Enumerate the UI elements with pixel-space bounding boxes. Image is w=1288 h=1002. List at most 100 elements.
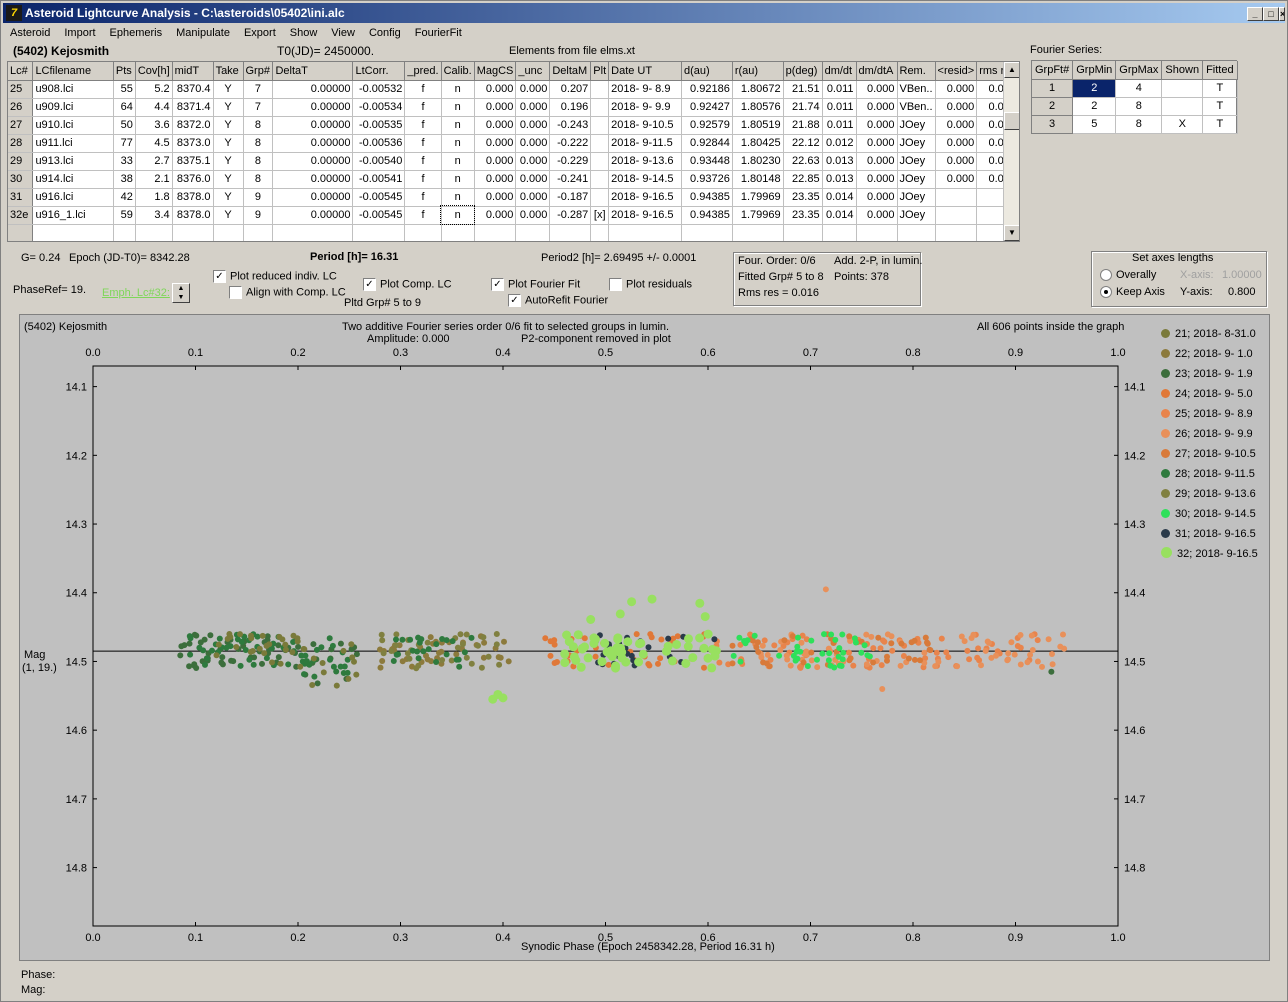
table-cell[interactable]: n	[441, 116, 475, 135]
table-cell[interactable]: n	[441, 170, 475, 189]
table-cell[interactable]: 1.80519	[732, 116, 784, 135]
table-cell[interactable]	[590, 116, 610, 135]
table-cell[interactable]: 0.000	[935, 80, 978, 99]
table-cell[interactable]: f	[404, 116, 442, 135]
table-cell[interactable]: 0.00000	[272, 188, 354, 207]
table-cell[interactable]: 1.80148	[732, 170, 784, 189]
plot-canvas[interactable]: 0.0 0.0 0.1 0.1 0.2 0.2 0.3 0.3 0.4 0.4 0.5 0.5 0.6 0…	[20, 315, 1271, 962]
table-cell[interactable]: 0.000	[856, 170, 898, 189]
scroll-up-icon[interactable]: ▲	[1004, 62, 1019, 78]
table-cell[interactable]: 21.74	[783, 98, 823, 117]
autorefit-checkbox[interactable]: ✓ AutoRefit Fourier	[508, 294, 608, 307]
table-cell[interactable]: JOey	[897, 170, 936, 189]
table-cell[interactable]: -0.00534	[352, 98, 406, 117]
table-cell[interactable]: 0.000	[856, 188, 898, 207]
table-cell[interactable]: u913.lci	[32, 152, 114, 171]
plot-resid-box[interactable]	[609, 278, 622, 291]
table-cell[interactable]: 8	[243, 170, 274, 189]
table-cell[interactable]: 0.196	[549, 98, 592, 117]
table-cell[interactable]: Y	[213, 116, 244, 135]
table-cell[interactable]: 0.000	[515, 152, 551, 171]
table-cell[interactable]: 0.92844	[681, 134, 733, 153]
table-cell[interactable]: 21.88	[783, 116, 823, 135]
table-scrollbar[interactable]: ▲ ▼	[1003, 62, 1019, 241]
table-cell[interactable]: 59	[113, 206, 136, 225]
lightcurve-plot[interactable]: 0.0 0.0 0.1 0.1 0.2 0.2 0.3 0.3 0.4 0.4 0.5 0.5 0.6 0…	[19, 314, 1270, 961]
table-cell[interactable]: 1.80576	[732, 98, 784, 117]
table-cell[interactable]: -0.00545	[352, 188, 406, 207]
menu-config[interactable]: Config	[368, 27, 401, 39]
table-cell[interactable]: 0.000	[935, 98, 978, 117]
table-cell[interactable]: VBen..	[897, 80, 936, 99]
table-cell[interactable]: 27	[8, 116, 34, 135]
table-cell[interactable]: 0.92186	[681, 80, 733, 99]
table-cell[interactable]: u910.lci	[32, 116, 114, 135]
table-cell[interactable]: 2018- 9-11.5	[608, 134, 682, 153]
col-header[interactable]: Cov[h]	[135, 62, 173, 81]
table-cell[interactable]: -0.00541	[352, 170, 406, 189]
table-cell[interactable]: JOey	[897, 152, 936, 171]
table-cell[interactable]: -0.00536	[352, 134, 406, 153]
plot-reduced-checkbox[interactable]: ✓ Plot reduced indiv. LC	[213, 270, 337, 283]
table-cell[interactable]: 5.2	[135, 80, 173, 99]
table-cell[interactable]: 8	[243, 152, 274, 171]
table-cell[interactable]: 0.000	[515, 170, 551, 189]
table-cell[interactable]: f	[404, 188, 442, 207]
table-cell[interactable]: 1.79969	[732, 188, 784, 207]
table-cell[interactable]: u916_1.lci	[32, 206, 114, 225]
table-cell[interactable]: f	[404, 98, 442, 117]
table-row[interactable]: 30 u914.lci 38 2.1 8376.0 Y 8 0.00000 -0.00541 f n…	[8, 170, 1019, 189]
fourier-cell[interactable]: T	[1202, 97, 1238, 116]
table-cell[interactable]: JOey	[897, 188, 936, 207]
table-cell[interactable]: 0.000	[515, 134, 551, 153]
table-cell[interactable]: 23.35	[783, 188, 823, 207]
table-cell[interactable]: Y	[213, 80, 244, 99]
table-row[interactable]: 31 u916.lci 42 1.8 8378.0 Y 9 0.00000 -0.00545 f n…	[8, 188, 1019, 207]
table-cell[interactable]: n	[441, 152, 475, 171]
fourier-cell[interactable]	[1161, 97, 1204, 116]
table-cell[interactable]: 0.000	[856, 152, 898, 171]
table-cell[interactable]	[590, 80, 610, 99]
col-header[interactable]: d(au)	[681, 62, 733, 81]
maximize-button[interactable]: □	[1263, 7, 1279, 21]
table-cell[interactable]: 0.00000	[272, 98, 354, 117]
align-comp-checkbox[interactable]: Align with Comp. LC	[229, 286, 346, 299]
fourier-cell[interactable]: 3	[1032, 115, 1074, 134]
lightcurve-table[interactable]: Lc# LCfilename Pts Cov[h] midT Take Grp# DeltaT…	[7, 61, 1020, 242]
col-header[interactable]: <resid>	[935, 62, 978, 81]
table-cell[interactable]: 0.00000	[272, 116, 354, 135]
menu-ephemeris[interactable]: Ephemeris	[109, 27, 163, 39]
table-cell[interactable]: 7	[243, 80, 274, 99]
table-cell[interactable]: 29	[8, 152, 34, 171]
table-cell[interactable]	[935, 206, 978, 225]
table-cell[interactable]: 8370.4	[172, 80, 214, 99]
overally-radio[interactable]: Overally	[1100, 269, 1156, 282]
col-header[interactable]: r(au)	[732, 62, 784, 81]
table-cell[interactable]: 8378.0	[172, 188, 214, 207]
table-cell[interactable]: n	[441, 80, 475, 99]
table-cell[interactable]: 0.012	[822, 134, 857, 153]
col-header[interactable]: _unc	[515, 62, 551, 81]
table-cell[interactable]: -0.00545	[352, 206, 406, 225]
table-cell[interactable]: 0.013	[822, 152, 857, 171]
menu-export[interactable]: Export	[243, 27, 276, 39]
table-cell[interactable]: 0.00000	[272, 170, 354, 189]
table-cell[interactable]: 0.011	[822, 116, 857, 135]
table-cell[interactable]: u916.lci	[32, 188, 114, 207]
table-cell[interactable]: 28	[8, 134, 34, 153]
fourier-cell[interactable]	[1161, 79, 1204, 98]
table-cell[interactable]: 42	[113, 188, 136, 207]
table-cell[interactable]: 2018- 9-16.5	[608, 206, 682, 225]
table-cell[interactable]: 1.8	[135, 188, 173, 207]
table-cell[interactable]: 64	[113, 98, 136, 117]
table-cell[interactable]: 23.35	[783, 206, 823, 225]
table-row[interactable]: 28 u911.lci 77 4.5 8373.0 Y 8 0.00000 -0.00536 f n…	[8, 134, 1019, 153]
table-cell[interactable]: u914.lci	[32, 170, 114, 189]
table-cell[interactable]	[590, 152, 610, 171]
table-cell[interactable]: 0.000	[935, 152, 978, 171]
table-cell[interactable]: 8378.0	[172, 206, 214, 225]
table-cell[interactable]: 22.12	[783, 134, 823, 153]
col-header[interactable]: midT	[172, 62, 214, 81]
